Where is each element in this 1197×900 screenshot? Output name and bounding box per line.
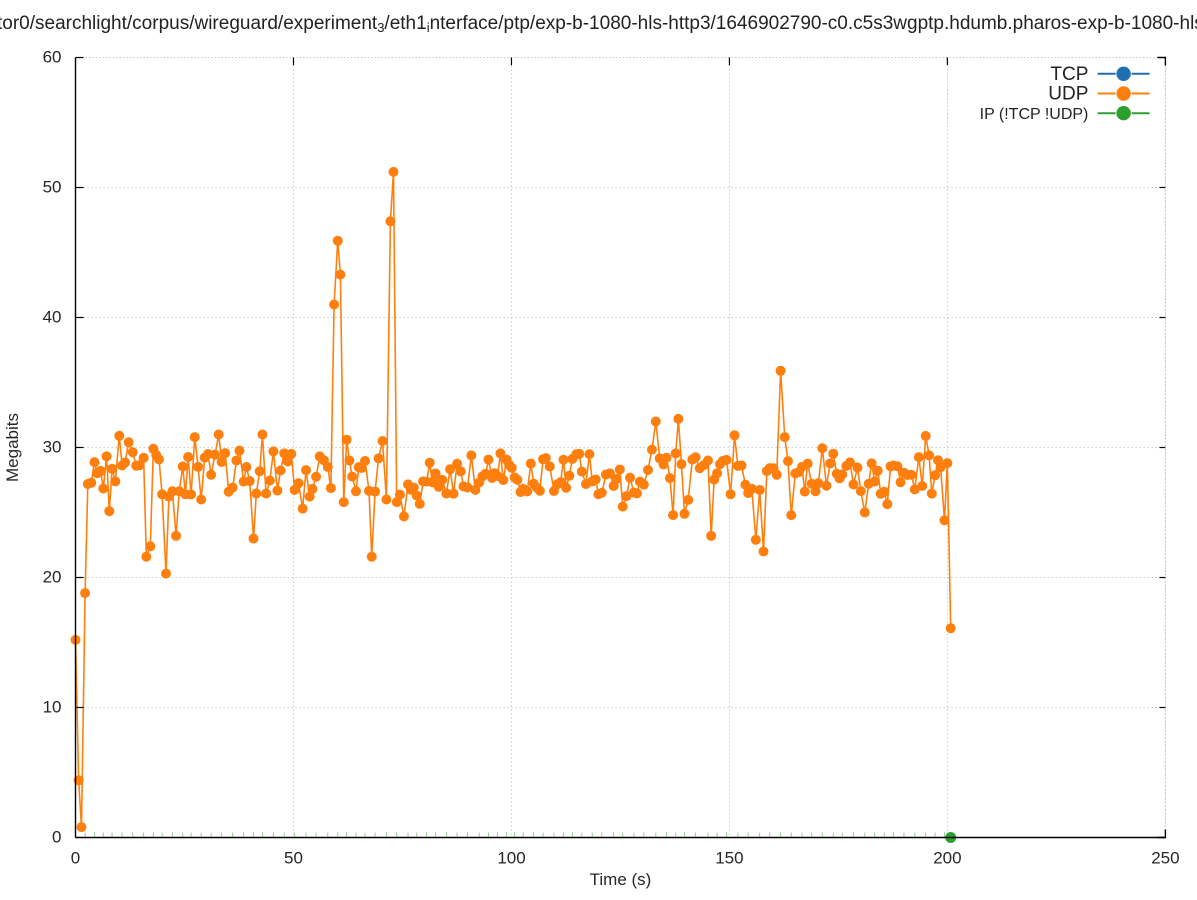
svg-text:200: 200 [933,849,961,868]
svg-text:100: 100 [497,849,525,868]
svg-text:0: 0 [52,828,61,847]
svg-text:0: 0 [71,849,80,868]
svg-text:10: 10 [43,698,62,717]
svg-text:250: 250 [1151,849,1179,868]
svg-text:IP (!TCP !UDP): IP (!TCP !UDP) [980,106,1089,123]
svg-text:150: 150 [715,849,743,868]
svg-text:40: 40 [43,308,62,327]
svg-text:UDP: UDP [1048,84,1088,105]
svg-text:60: 60 [43,48,62,67]
svg-text:tor0/searchlight/corpus/wiregu: tor0/searchlight/corpus/wireguard/experi… [0,13,1197,35]
svg-text:50: 50 [43,178,62,197]
svg-text:20: 20 [43,568,62,587]
svg-text:Megabits: Megabits [3,413,22,482]
svg-text:TCP: TCP [1050,64,1088,85]
svg-text:Time (s): Time (s) [590,870,652,889]
svg-text:30: 30 [43,438,62,457]
svg-text:50: 50 [284,849,303,868]
